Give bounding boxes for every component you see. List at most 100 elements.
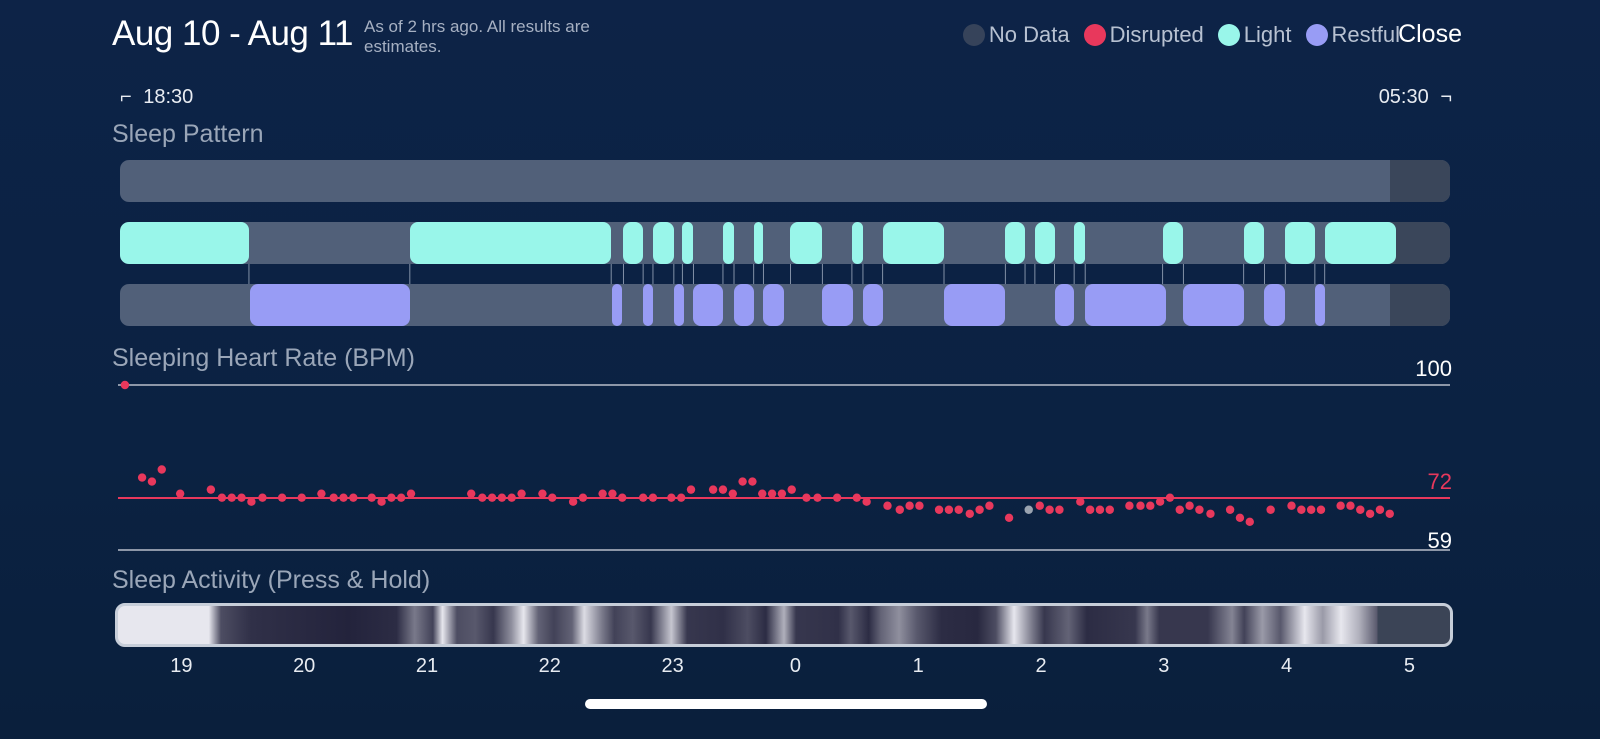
heart-rate-point [1287,501,1296,510]
restful-segment [822,284,854,326]
heart-rate-point [206,485,216,494]
heart-rate-point [767,489,777,498]
legend-item-light: Light [1217,22,1292,48]
heart-rate-point [538,489,547,498]
heart-rate-point [1055,505,1064,514]
light-segment [1243,222,1265,264]
heart-rate-point [1185,501,1194,510]
light-segment [120,222,249,264]
heart-rate-point [1125,501,1134,510]
light-dot-icon [1217,24,1240,46]
light-segment [1074,222,1086,264]
light-segment [722,222,734,264]
light-segment [753,222,764,264]
restful-segment [943,284,1006,326]
heart-rate-point [217,493,227,502]
heart-rate-points [120,380,1394,527]
close-button[interactable]: Close [1398,20,1462,48]
heart-rate-title: Sleeping Heart Rate (BPM) [112,344,415,372]
light-segment [409,222,612,264]
restful-segment [693,284,723,326]
sleep-activity-title: Sleep Activity (Press & Hold) [112,566,431,594]
heart-rate-point [718,485,728,494]
bracket-left-icon: ⌐ [120,86,132,108]
hour-label: 20 [293,655,316,677]
heart-rate-point [1085,505,1095,514]
light-segment [682,222,694,264]
heart-rate-point [120,380,130,390]
legend-label: No Data [988,22,1070,47]
sleep-pattern-title: Sleep Pattern [112,120,264,148]
no-data-region [1390,284,1450,326]
heart-rate-point [1297,505,1306,514]
restful-track[interactable] [120,284,1450,326]
heart-rate-point [1385,509,1394,518]
heart-rate-point [1146,501,1155,510]
heart-rate-point [1336,501,1345,510]
hour-label: 5 [1403,655,1415,677]
heart-rate-point [578,493,588,502]
heart-rate-point [965,509,974,518]
disrupted-track[interactable] [120,160,1450,202]
heart-rate-point [676,493,686,502]
heart-rate-point [349,493,358,502]
restful-dot-icon [1305,24,1328,46]
light-segment [882,222,944,264]
heart-rate-point [648,493,658,502]
home-indicator[interactable] [585,699,987,709]
legend-item-disrupted: Disrupted [1083,22,1204,48]
light-segment [652,222,674,264]
bracket-right-icon: ¬ [1440,86,1452,108]
legend-label: Restful [1331,22,1400,47]
heart-rate-point [157,465,166,474]
disrupted-dot-icon [1083,24,1106,46]
hour-label: 2 [1035,655,1047,677]
restful-segment [734,284,754,326]
hour-label: 23 [661,655,684,677]
heart-rate-point [297,493,306,502]
heart-rate-point [686,485,696,494]
heart-rate-point [598,489,607,498]
heart-rate-point [954,505,963,514]
heart-rate-point [608,489,617,498]
heart-rate-point [497,493,507,502]
heart-rate-point [397,493,406,502]
start-time-marker: ⌐ 18:30 [120,86,193,109]
heart-rate-point [708,485,718,494]
light-segment [623,222,644,264]
light-track[interactable] [120,222,1450,264]
heart-rate-point [329,493,338,502]
heart-rate-point [1316,505,1326,514]
heart-rate-point [237,493,246,502]
heart-rate-point [802,493,811,502]
heart-rate-point [1225,505,1235,514]
heart-rate-point [548,493,557,502]
max-label: 100 [1415,356,1452,381]
restful-segment [1183,284,1244,326]
hour-label: 3 [1158,655,1170,677]
light-segment [1285,222,1315,264]
no-data-dot-icon [962,24,985,46]
heart-rate-point [175,489,185,498]
heart-rate-point [507,493,516,502]
heart-rate-point [487,493,497,502]
heart-rate-point [905,501,914,510]
restful-segment [1314,284,1325,326]
hour-label: 19 [170,655,193,677]
restful-segment [1085,284,1167,326]
heart-rate-point [1375,505,1385,514]
light-segment [1162,222,1184,264]
restful-segment [1054,284,1075,326]
restful-segment [763,284,785,326]
light-segment [1005,222,1026,264]
avg-label: 72 [1428,469,1452,494]
sleep-activity-bar[interactable] [115,603,1453,647]
legend-label: Light [1243,22,1292,47]
light-segment [851,222,863,264]
heart-rate-point [317,489,326,498]
heart-rate-point [1155,497,1165,506]
heart-rate-point [1004,513,1014,523]
hour-label: 4 [1281,655,1293,677]
heart-rate-point [277,493,287,502]
